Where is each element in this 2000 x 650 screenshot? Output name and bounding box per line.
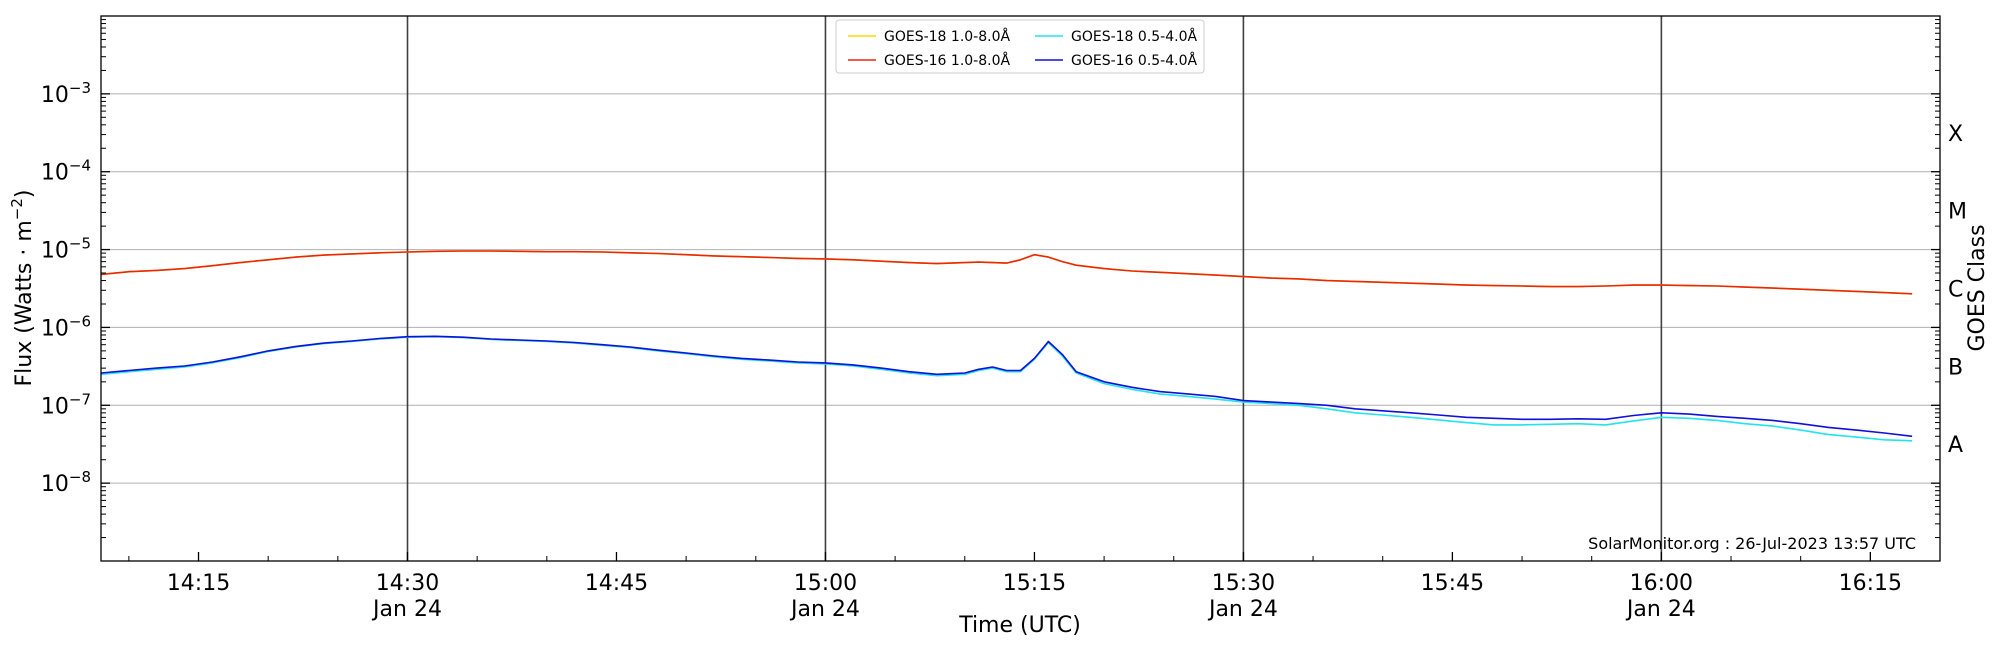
legend-label-3: GOES-18 0.5-4.0Å xyxy=(1071,28,1197,45)
x-tick-label: 14:45 xyxy=(585,571,648,596)
y-tick-base: 10 xyxy=(41,472,69,497)
y-tick-base: 10 xyxy=(41,316,69,341)
legend-box xyxy=(835,19,1205,74)
watermark-text: SolarMonitor.org : 26-Jul-2023 13:57 UTC xyxy=(1588,534,1916,553)
right-axis-title: GOES Class xyxy=(1965,224,1990,351)
goes-class-label: B xyxy=(1948,355,1963,380)
goes-class-label: M xyxy=(1948,200,1967,225)
x-tick-label: 16:15 xyxy=(1839,571,1902,596)
y-tick-label: 10−8 xyxy=(41,468,91,497)
legend-label-4: GOES-16 0.5-4.0Å xyxy=(1071,52,1197,69)
y-tick-labels: 10−310−410−510−610−710−8 xyxy=(41,79,91,497)
x-tick-label: 15:30 xyxy=(1212,571,1275,596)
x-tick-label: 15:15 xyxy=(1003,571,1066,596)
y-axis-title-close: ) xyxy=(12,190,37,199)
y-tick-exponent: −7 xyxy=(69,390,91,408)
plot-frame xyxy=(100,15,1941,562)
y-tick-base: 10 xyxy=(41,394,69,419)
legend: GOES-18 1.0-8.0Å GOES-16 1.0-8.0Å GOES-18 … xyxy=(835,19,1205,74)
y-tick-label: 10−7 xyxy=(41,390,91,419)
y-tick-exponent: −4 xyxy=(69,157,91,175)
goes-class-labels: X M C B A xyxy=(1948,122,1967,458)
y-tick-base: 10 xyxy=(41,239,69,264)
y-tick-exponent: −3 xyxy=(69,79,91,97)
series-line-4 xyxy=(100,335,1913,438)
x-tick-label: 15:45 xyxy=(1421,571,1484,596)
y-tick-label: 10−5 xyxy=(41,235,91,264)
goes-class-label: C xyxy=(1948,278,1963,303)
x-tick-label: 15:00 xyxy=(794,571,857,596)
goes-class-label: A xyxy=(1948,433,1963,458)
legend-label-1: GOES-18 1.0-8.0Å xyxy=(884,28,1010,45)
x-axis-title: Time (UTC) xyxy=(958,613,1081,638)
x-tick-label: 16:00 xyxy=(1630,571,1693,596)
y-tick-exponent: −6 xyxy=(69,312,91,330)
y-axis-title-sup: −2 xyxy=(8,198,26,220)
y-tick-base: 10 xyxy=(41,161,69,186)
x-tick-date-label: Jan 24 xyxy=(789,597,860,622)
y-tick-label: 10−4 xyxy=(41,157,91,186)
x-tick-date-label: Jan 24 xyxy=(1625,597,1696,622)
y-tick-base: 10 xyxy=(41,83,69,108)
y-axis-title-main: Flux (Watts · m xyxy=(12,220,37,386)
day-boundary-lines xyxy=(406,16,1663,561)
x-tick-label: 14:15 xyxy=(167,571,230,596)
y-tick-exponent: −5 xyxy=(69,235,91,253)
series-line-2 xyxy=(100,250,1913,295)
y-axis-title: Flux (Watts · m−2) xyxy=(8,190,37,387)
x-tick-label: 14:30 xyxy=(376,571,439,596)
x-tick-date-label: Jan 24 xyxy=(1207,597,1278,622)
y-tick-label: 10−6 xyxy=(41,312,91,341)
x-tick-date-label: Jan 24 xyxy=(371,597,442,622)
y-tick-label: 10−3 xyxy=(41,79,91,108)
goes-class-label: X xyxy=(1948,122,1963,147)
legend-label-2: GOES-16 1.0-8.0Å xyxy=(884,52,1010,69)
series-lines xyxy=(100,250,1913,442)
y-tick-exponent: −8 xyxy=(69,468,91,486)
axis-ticks xyxy=(101,19,1941,561)
